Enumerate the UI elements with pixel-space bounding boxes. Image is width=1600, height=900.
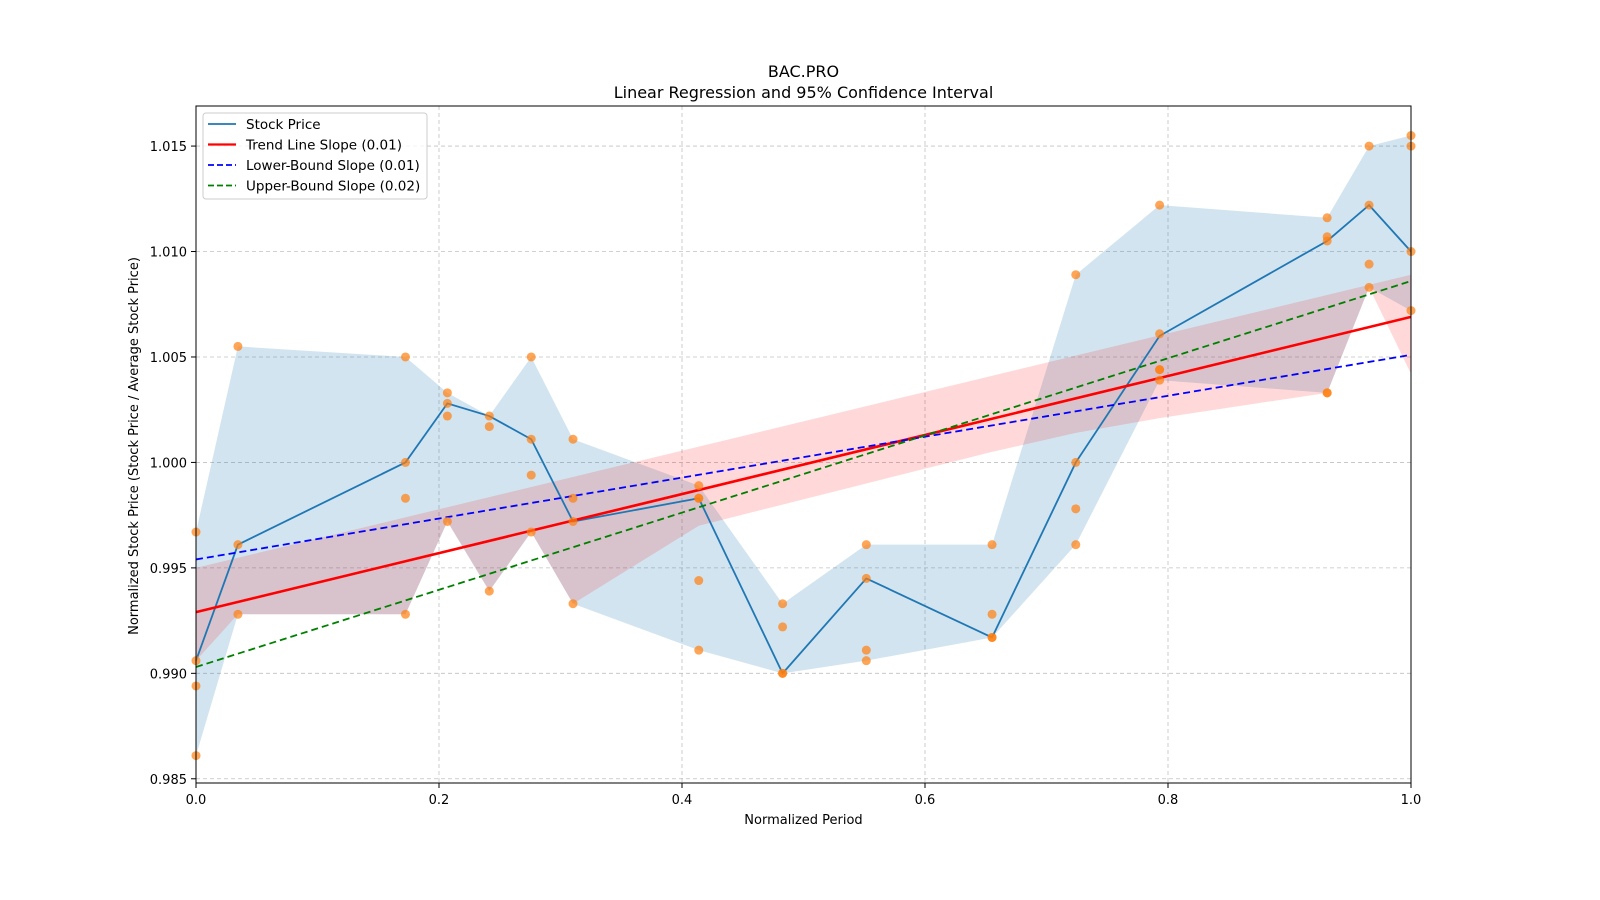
stock-price-line: [195, 203, 1412, 675]
scatter-point: [861, 540, 871, 550]
scatter-point: [1155, 375, 1165, 385]
scatter-point: [1322, 388, 1332, 398]
scatter-point: [526, 470, 536, 480]
x-axis-label: Normalized Period: [744, 813, 862, 828]
scatter-point: [694, 493, 704, 503]
scatter-point: [861, 645, 871, 655]
scatter-point: [778, 668, 788, 678]
scatter-point: [1322, 236, 1332, 246]
stock-price-band: [196, 135, 1411, 756]
scatter-point: [568, 493, 578, 503]
scatter-point: [1364, 141, 1374, 151]
trend-line: [195, 315, 1412, 614]
confidence-bands: [196, 135, 1411, 756]
scatter-point: [526, 527, 536, 537]
scatter-point: [1155, 200, 1165, 210]
scatter-point: [861, 573, 871, 583]
scatter-point: [526, 352, 536, 362]
plot-area: [191, 105, 1416, 784]
legend-label: Upper-Bound Slope (0.02): [246, 179, 420, 195]
scatter-point: [1155, 329, 1165, 339]
scatter-point: [442, 516, 452, 526]
scatter-point: [233, 341, 243, 351]
scatter-point: [568, 516, 578, 526]
scatter-point: [1071, 540, 1081, 550]
scatter-point: [987, 540, 997, 550]
scatter-point: [442, 388, 452, 398]
chart-title: BAC.PRO: [768, 62, 839, 81]
y-tick-label: 1.000: [150, 456, 187, 471]
scatter-point: [1071, 457, 1081, 467]
y-tick-label: 0.985: [150, 773, 187, 788]
x-axis-ticks: 0.0 0.2 0.4 0.6 0.8 1.0: [186, 783, 1422, 808]
legend-label: Stock Price: [246, 117, 321, 133]
y-tick-label: 1.015: [150, 140, 187, 155]
scatter-point: [484, 422, 494, 432]
scatter-point: [568, 599, 578, 609]
x-tick-label: 1.0: [1401, 793, 1422, 808]
y-axis-ticks: 0.985 0.990 0.995 1.000 1.005 1.010 1.015: [150, 140, 196, 788]
legend: Stock Price Trend Line Slope (0.01) Lower-…: [202, 112, 428, 200]
y-tick-label: 1.010: [150, 246, 187, 261]
scatter-point: [400, 609, 410, 619]
scatter-point: [1071, 270, 1081, 280]
y-axis-label: Normalized Stock Price (Stock Price / Av…: [127, 257, 142, 635]
scatter-point: [987, 609, 997, 619]
axes-frame: [195, 105, 1412, 784]
legend-label: Trend Line Slope (0.01): [245, 138, 402, 154]
scatter-point: [233, 540, 243, 550]
scatter-point: [1071, 504, 1081, 514]
x-tick-label: 0.2: [429, 793, 450, 808]
scatter-point: [400, 457, 410, 467]
scatter-point: [442, 398, 452, 408]
scatter-point: [987, 632, 997, 642]
scatter-point: [484, 586, 494, 596]
y-tick-label: 0.990: [150, 667, 187, 682]
scatter-point: [1364, 259, 1374, 269]
scatter-point: [861, 656, 871, 666]
legend-label: Lower-Bound Slope (0.01): [246, 158, 420, 174]
scatter-points: [191, 131, 1416, 761]
scatter-point: [568, 434, 578, 444]
scatter-point: [484, 411, 494, 421]
legend-frame: [202, 112, 428, 200]
series-lines: [195, 203, 1412, 675]
axes-background: [196, 106, 1411, 783]
scatter-point: [526, 434, 536, 444]
scatter-point: [778, 622, 788, 632]
chart-subtitle: Linear Regression and 95% Confidence Int…: [614, 83, 994, 102]
scatter-point: [400, 352, 410, 362]
trend-line-band: [196, 274, 1411, 661]
scatter-point: [1364, 282, 1374, 292]
lower-bound-line: [195, 353, 1412, 561]
scatter-point: [233, 609, 243, 619]
scatter-point: [1322, 213, 1332, 223]
scatter-point: [400, 493, 410, 503]
upper-bound-line: [195, 280, 1412, 668]
scatter-point: [694, 645, 704, 655]
scatter-point: [442, 411, 452, 421]
y-tick-label: 0.995: [150, 562, 187, 577]
x-tick-label: 0.4: [672, 793, 693, 808]
scatter-point: [1155, 365, 1165, 375]
scatter-point: [694, 481, 704, 491]
x-tick-label: 0.8: [1158, 793, 1179, 808]
scatter-point: [1364, 200, 1374, 210]
scatter-point: [778, 599, 788, 609]
x-tick-label: 0.6: [915, 793, 936, 808]
y-tick-label: 1.005: [150, 351, 187, 366]
scatter-point: [694, 576, 704, 586]
x-tick-label: 0.0: [186, 793, 207, 808]
